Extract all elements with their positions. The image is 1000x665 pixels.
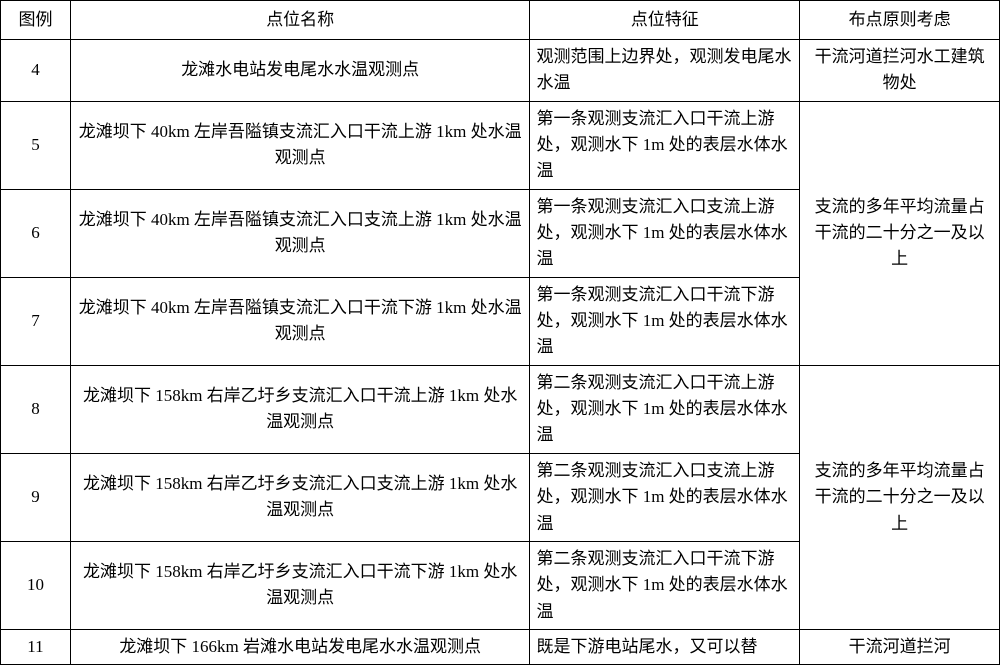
header-legend: 图例 [1,1,71,40]
cell-name: 龙滩坝下 158km 右岸乙圩乡支流汇入口干流上游 1km 处水温观测点 [70,365,530,453]
cell-principle: 支流的多年平均流量占干流的二十分之一及以上 [800,101,1000,365]
table-row: 8 龙滩坝下 158km 右岸乙圩乡支流汇入口干流上游 1km 处水温观测点 第… [1,365,1000,453]
observation-points-table: 图例 点位名称 点位特征 布点原则考虑 4 龙滩水电站发电尾水水温观测点 观测范… [0,0,1000,665]
cell-feature: 既是下游电站尾水，又可以替 [530,629,800,664]
cell-name: 龙滩水电站发电尾水水温观测点 [70,40,530,102]
cell-feature: 第二条观测支流汇入口干流上游处，观测水下 1m 处的表层水体水温 [530,365,800,453]
cell-id: 6 [1,189,71,277]
cell-name: 龙滩坝下 40km 左岸吾隘镇支流汇入口干流下游 1km 处水温观测点 [70,277,530,365]
header-point-name: 点位名称 [70,1,530,40]
cell-feature: 第一条观测支流汇入口干流上游处，观测水下 1m 处的表层水体水温 [530,101,800,189]
cell-name: 龙滩坝下 40km 左岸吾隘镇支流汇入口支流上游 1km 处水温观测点 [70,189,530,277]
cell-id: 10 [1,541,71,629]
cell-name: 龙滩坝下 166km 岩滩水电站发电尾水水温观测点 [70,629,530,664]
cell-id: 8 [1,365,71,453]
cell-id: 9 [1,453,71,541]
cell-feature: 第二条观测支流汇入口干流下游处，观测水下 1m 处的表层水体水温 [530,541,800,629]
cell-principle: 干流河道拦河水工建筑物处 [800,40,1000,102]
table-header-row: 图例 点位名称 点位特征 布点原则考虑 [1,1,1000,40]
cell-name: 龙滩坝下 158km 右岸乙圩乡支流汇入口支流上游 1km 处水温观测点 [70,453,530,541]
cell-id: 5 [1,101,71,189]
cell-id: 4 [1,40,71,102]
cell-name: 龙滩坝下 40km 左岸吾隘镇支流汇入口干流上游 1km 处水温观测点 [70,101,530,189]
cell-id: 7 [1,277,71,365]
cell-principle: 支流的多年平均流量占干流的二十分之一及以上 [800,365,1000,629]
cell-feature: 第一条观测支流汇入口支流上游处，观测水下 1m 处的表层水体水温 [530,189,800,277]
header-principle: 布点原则考虑 [800,1,1000,40]
table-row: 4 龙滩水电站发电尾水水温观测点 观测范围上边界处，观测发电尾水水温 干流河道拦… [1,40,1000,102]
header-point-feature: 点位特征 [530,1,800,40]
cell-name: 龙滩坝下 158km 右岸乙圩乡支流汇入口干流下游 1km 处水温观测点 [70,541,530,629]
cell-id: 11 [1,629,71,664]
cell-feature: 第二条观测支流汇入口支流上游处，观测水下 1m 处的表层水体水温 [530,453,800,541]
cell-feature: 观测范围上边界处，观测发电尾水水温 [530,40,800,102]
cell-feature: 第一条观测支流汇入口干流下游处，观测水下 1m 处的表层水体水温 [530,277,800,365]
table-row: 11 龙滩坝下 166km 岩滩水电站发电尾水水温观测点 既是下游电站尾水，又可… [1,629,1000,664]
cell-principle: 干流河道拦河 [800,629,1000,664]
table-row: 5 龙滩坝下 40km 左岸吾隘镇支流汇入口干流上游 1km 处水温观测点 第一… [1,101,1000,189]
